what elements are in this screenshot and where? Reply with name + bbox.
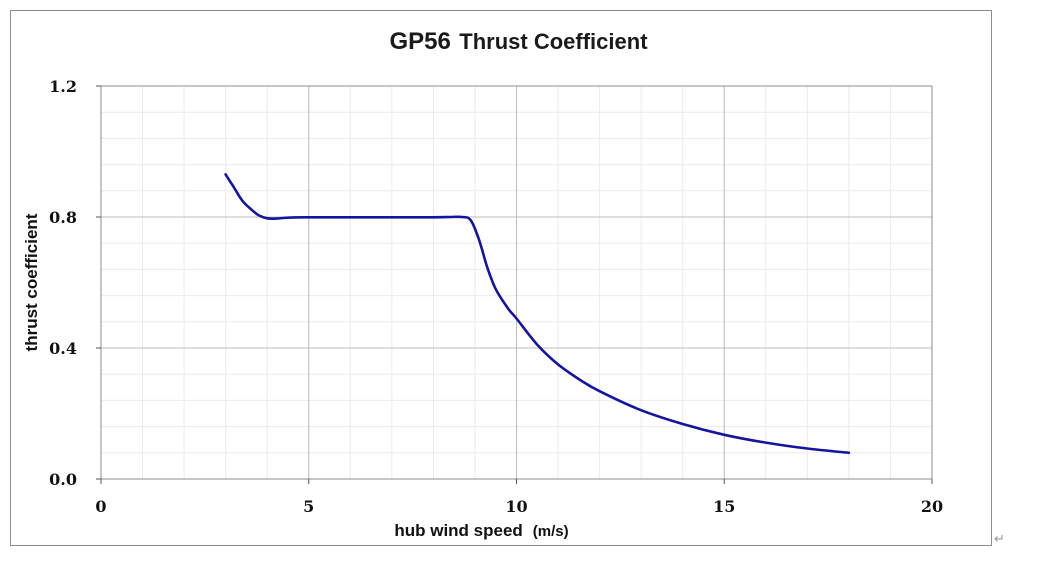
y-axis-ticks: 0.0 0.4 0.8 1.2 <box>49 77 101 489</box>
x-axis-title-text: hub wind speed <box>394 521 522 540</box>
x-axis-title-unit: (m/s) <box>533 523 569 540</box>
chart-title-text: Thrust Coefficient <box>459 29 648 54</box>
x-tick-label: 10 <box>505 497 527 516</box>
x-tick-label: 5 <box>303 497 314 516</box>
chart-title: GP56 Thrust Coefficient <box>0 28 1037 56</box>
thrust-coefficient-line <box>224 173 851 455</box>
x-tick-label: 15 <box>713 497 735 516</box>
chart-frame <box>10 10 992 546</box>
paragraph-return-mark: ↵ <box>994 532 1005 547</box>
x-axis-title: hub wind speed (m/s) <box>394 521 568 540</box>
y-tick-label: 0.8 <box>49 208 77 227</box>
chart-title-model: GP56 <box>389 28 451 55</box>
y-axis-title: thrust coefficient <box>22 213 41 351</box>
x-tick-label: 0 <box>95 497 106 516</box>
y-tick-label: 1.2 <box>49 77 77 96</box>
y-tick-label: 0.0 <box>49 470 77 489</box>
x-tick-label: 20 <box>921 497 943 516</box>
x-axis-ticks: 0 5 10 15 20 <box>95 479 943 516</box>
y-tick-label: 0.4 <box>49 339 77 358</box>
